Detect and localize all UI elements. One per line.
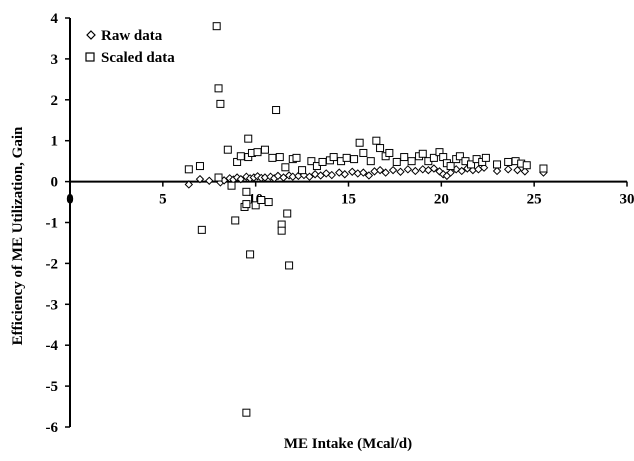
- scaled-data-point: [377, 145, 384, 152]
- scaled-data-point: [273, 107, 280, 114]
- raw-data-point: [404, 166, 411, 173]
- scaled-data-point: [330, 154, 337, 161]
- scaled-data-point: [351, 156, 358, 163]
- scaled-data-point: [243, 201, 250, 208]
- raw-data-point: [390, 167, 397, 174]
- x-axis-title: ME Intake (Mcal/d): [284, 436, 412, 452]
- scaled-data-point: [278, 227, 285, 234]
- scaled-data-point: [386, 149, 393, 156]
- scaled-data-point: [343, 154, 350, 161]
- scaled-data-point: [482, 154, 489, 161]
- scaled-data-point: [393, 158, 400, 165]
- scaled-data-point: [261, 146, 268, 153]
- y-axis-title: Efficiency of ME Utilization, Gain: [10, 126, 26, 345]
- legend-diamond-marker: [87, 31, 95, 39]
- y-tick-label: -4: [46, 338, 59, 354]
- scaled-data-point: [269, 154, 276, 161]
- scaled-data-point: [254, 149, 261, 156]
- legend-label-raw: Raw data: [101, 28, 163, 44]
- scaled-data-point: [319, 158, 326, 165]
- raw-data-point: [514, 167, 521, 174]
- scaled-data-point: [243, 188, 250, 195]
- scaled-data-point: [237, 153, 244, 160]
- scaled-data-point: [228, 182, 235, 189]
- legend-square-marker: [86, 53, 94, 61]
- x-tick-label: 20: [434, 192, 449, 208]
- scaled-data-point: [215, 85, 222, 92]
- y-tick-label: 2: [51, 93, 59, 109]
- data-points: [185, 23, 547, 417]
- scaled-data-point: [276, 154, 283, 161]
- raw-data-point: [206, 177, 213, 184]
- scaled-data-point: [215, 174, 222, 181]
- scaled-data-point: [299, 167, 306, 174]
- axes: [70, 18, 627, 427]
- scaled-data-point: [196, 163, 203, 170]
- scaled-data-point: [293, 154, 300, 161]
- y-tick-label: 3: [51, 52, 59, 68]
- scaled-data-point: [247, 251, 254, 258]
- scaled-data-point: [284, 210, 291, 217]
- raw-data-point: [397, 168, 404, 175]
- x-tick-label: 15: [341, 192, 356, 208]
- legend-item-scaled: Scaled data: [86, 50, 175, 66]
- scaled-data-point: [258, 197, 265, 204]
- raw-data-point: [494, 167, 501, 174]
- y-tick-label: -2: [46, 256, 59, 272]
- scaled-data-point: [286, 262, 293, 269]
- scaled-data-point: [408, 158, 415, 165]
- y-tick-label: 4: [51, 11, 59, 27]
- legend-item-raw: Raw data: [87, 28, 163, 44]
- scaled-data-point: [243, 409, 250, 416]
- x-tick-label: 25: [527, 192, 542, 208]
- x-tick-label: 30: [620, 192, 634, 208]
- raw-data-point: [505, 166, 512, 173]
- scaled-data-point: [198, 226, 205, 233]
- x-tick-label: 0: [66, 192, 74, 208]
- scaled-data-point: [523, 162, 530, 169]
- x-tick-label: 5: [159, 192, 167, 208]
- scaled-data-point: [401, 154, 408, 161]
- scaled-data-point: [494, 161, 501, 168]
- scaled-data-point: [185, 166, 192, 173]
- scaled-data-point: [505, 158, 512, 165]
- scaled-data-point: [213, 23, 220, 30]
- y-tick-label: -3: [46, 297, 59, 313]
- y-tick-label: -5: [46, 379, 59, 395]
- scaled-data-point: [367, 158, 374, 165]
- y-tick-label: 1: [51, 134, 59, 150]
- scaled-data-point: [265, 199, 272, 206]
- scaled-data-point: [232, 217, 239, 224]
- scaled-data-point: [360, 149, 367, 156]
- scaled-data-point: [282, 164, 289, 171]
- y-tick-label: 0: [51, 175, 59, 191]
- raw-data-point: [371, 168, 378, 175]
- scaled-data-point: [540, 165, 547, 172]
- scaled-data-point: [373, 137, 380, 144]
- scaled-data-point: [245, 135, 252, 142]
- scaled-data-point: [217, 100, 224, 107]
- y-tick-label: -6: [46, 420, 59, 436]
- y-tick-label: -1: [46, 216, 59, 232]
- legend: Raw data Scaled data: [86, 28, 175, 66]
- scaled-data-point: [447, 163, 454, 170]
- scaled-data-point: [419, 150, 426, 157]
- scaled-data-point: [224, 146, 231, 153]
- raw-data-point: [412, 167, 419, 174]
- legend-label-scaled: Scaled data: [101, 50, 175, 66]
- scaled-data-point: [356, 139, 363, 146]
